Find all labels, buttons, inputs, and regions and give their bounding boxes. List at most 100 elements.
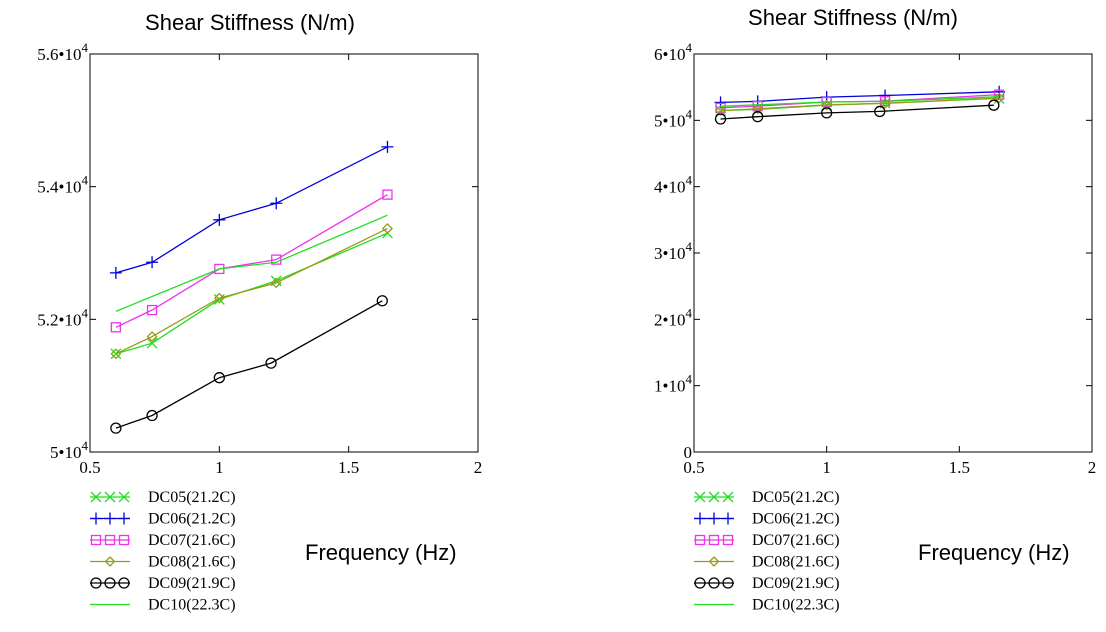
y-tick-label: 5.6•104	[37, 40, 88, 64]
chart-title: Shear Stiffness (N/m)	[145, 10, 355, 35]
legend-label: DC09(21.9C)	[148, 575, 236, 592]
data-point	[213, 213, 226, 226]
legend-entry: DC09(21.9C)	[694, 575, 840, 592]
legend-marker	[708, 534, 720, 546]
legend-entry: DC06(21.2C)	[694, 511, 840, 528]
series-line	[115, 146, 388, 274]
legend-marker	[104, 512, 116, 525]
y-tick-label: 1•104	[654, 372, 692, 396]
y-tick-label: 6•104	[654, 40, 692, 64]
series-line	[115, 214, 388, 313]
legend-marker	[118, 512, 130, 525]
legend-entry: DC08(21.6C)	[694, 554, 840, 571]
legend-marker	[722, 512, 734, 525]
legend-entry: DC06(21.2C)	[90, 511, 236, 528]
legend-entry: DC05(21.2C)	[90, 489, 236, 506]
legend-marker	[694, 534, 706, 546]
legend-marker	[722, 577, 734, 589]
data-point	[110, 348, 122, 360]
legend-marker	[90, 491, 102, 503]
data-point	[752, 111, 764, 123]
data-point	[874, 105, 886, 118]
x-tick-label: 1	[215, 458, 224, 477]
series-5	[110, 295, 388, 434]
data-point	[715, 102, 726, 114]
data-point	[752, 100, 763, 112]
x-tick-label: 1.5	[949, 458, 970, 477]
legend-entry: DC09(21.9C)	[90, 575, 236, 592]
y-tick-label: 0	[684, 443, 693, 462]
y-tick-label: 3•104	[654, 239, 692, 263]
legend-marker	[104, 556, 116, 567]
legend-entry: DC10(22.3C)	[694, 597, 840, 614]
legend-marker	[708, 512, 720, 525]
x-tick-label: 2	[1088, 458, 1097, 477]
x-axis-label: Frequency (Hz)	[918, 540, 1070, 565]
legend-label: DC07(21.6C)	[148, 532, 236, 549]
chart-right: Shear Stiffness (N/m) 0.5 1 1.5 2 0 1•104 2•104…	[654, 5, 1096, 614]
y-tick-label: 5•104	[654, 106, 692, 130]
legend-label: DC05(21.2C)	[148, 489, 236, 506]
x-tick-label: 1.5	[338, 458, 359, 477]
data-point	[376, 295, 388, 307]
series-4	[110, 223, 393, 360]
data-point	[381, 140, 394, 153]
legend-marker	[708, 491, 720, 503]
data-point	[109, 266, 122, 279]
x-tick-label: 0.5	[79, 458, 100, 477]
legend-marker	[694, 577, 706, 589]
legend-marker	[90, 512, 102, 525]
legend-marker	[118, 534, 130, 546]
data-point	[821, 107, 833, 119]
data-point	[110, 422, 122, 434]
data-point	[110, 322, 122, 333]
data-point	[714, 113, 727, 125]
data-point	[146, 256, 159, 269]
data-point	[213, 292, 225, 304]
x-axis-label: Frequency (Hz)	[305, 540, 457, 565]
data-point	[213, 372, 225, 384]
legend-label: DC08(21.6C)	[752, 554, 840, 571]
x-tick-label: 0.5	[683, 458, 704, 477]
legend-marker	[118, 491, 130, 503]
chart-left: Shear Stiffness (N/m) 0.5 1 1.5 2 5•104 5.2•10…	[37, 10, 482, 614]
legend-marker	[104, 534, 116, 546]
data-point	[382, 189, 393, 200]
legend-entry: DC10(22.3C)	[90, 597, 236, 614]
series-2	[109, 140, 394, 279]
legend-marker	[722, 534, 734, 546]
series-6	[115, 214, 388, 313]
data-point	[146, 331, 158, 342]
y-tick-label: 5.2•104	[37, 305, 88, 329]
data-point	[270, 197, 283, 210]
legend-label: DC08(21.6C)	[148, 554, 236, 571]
data-point	[988, 99, 1000, 111]
legend-marker	[90, 534, 102, 546]
series-line	[720, 97, 1000, 112]
legend-entry: DC05(21.2C)	[694, 489, 840, 506]
legend-label: DC09(21.9C)	[752, 575, 840, 592]
legend-marker	[118, 577, 130, 589]
legend-label: DC10(22.3C)	[752, 597, 840, 614]
data-point	[270, 277, 282, 289]
series-5	[714, 99, 1000, 125]
legend-label: DC07(21.6C)	[752, 532, 840, 549]
data-point	[271, 254, 282, 265]
plot-frame	[89, 53, 479, 453]
legend-entry: DC08(21.6C)	[90, 554, 236, 571]
data-point	[382, 223, 393, 234]
data-point	[146, 409, 158, 422]
x-tick-label: 1	[822, 458, 831, 477]
legend-marker	[104, 577, 116, 589]
series-line	[720, 96, 1000, 107]
y-tick-label: 2•104	[654, 305, 692, 329]
data-point	[146, 304, 158, 316]
series-line	[115, 300, 383, 429]
data-point	[821, 99, 833, 111]
legend-marker	[104, 491, 116, 503]
legend-label: DC06(21.2C)	[148, 511, 236, 528]
y-tick-label: 5•104	[50, 438, 88, 462]
data-point	[993, 89, 1005, 100]
x-tick-label: 2	[474, 458, 483, 477]
